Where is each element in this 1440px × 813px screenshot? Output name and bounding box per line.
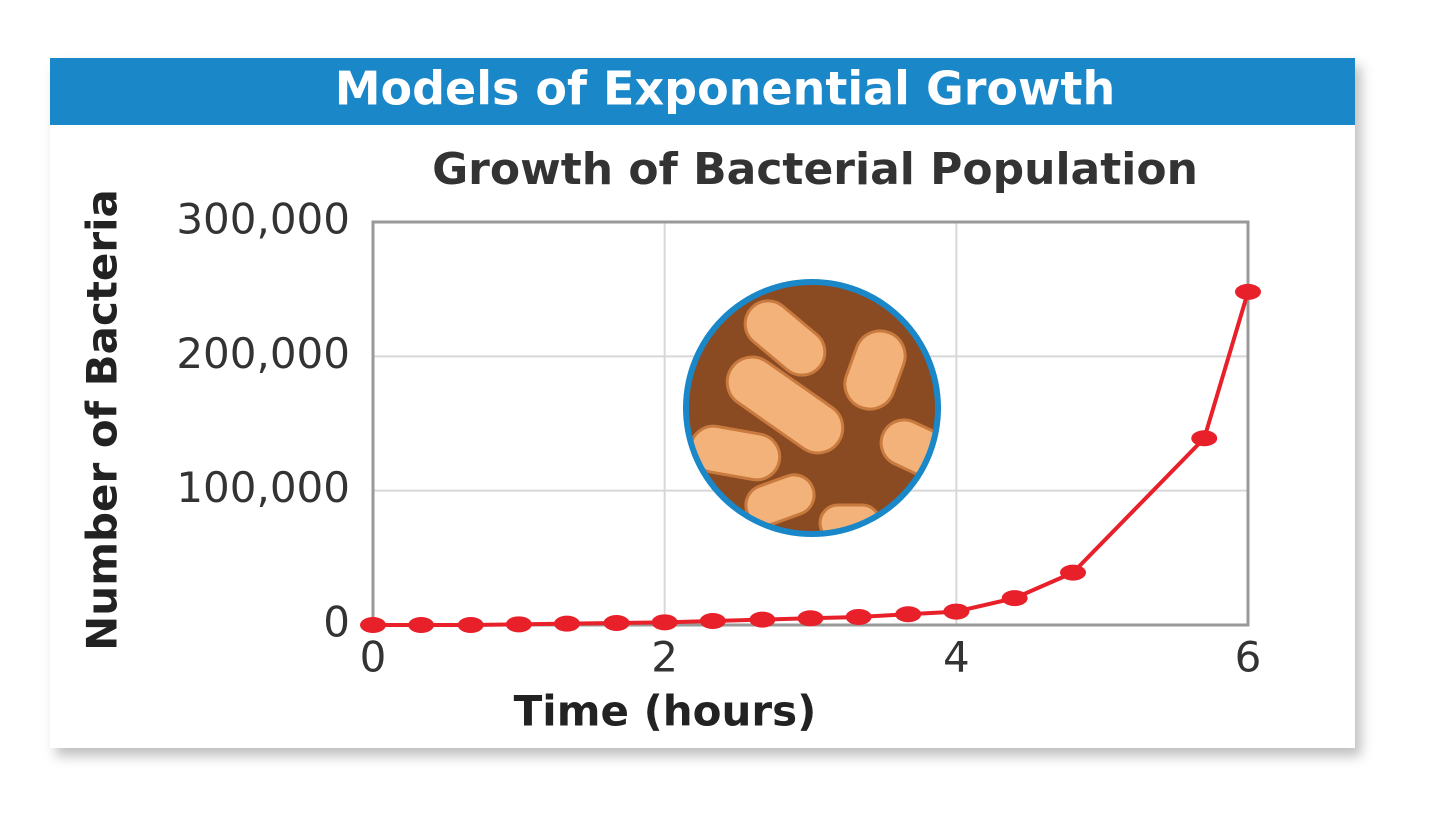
x-tick-label: 2 [651,633,678,682]
y-axis-label: Number of Bacteria [78,189,127,651]
y-tick-label: 200,000 [176,329,350,378]
data-point [408,617,435,633]
data-point [1001,590,1028,607]
x-tick-label: 0 [360,633,387,682]
y-tick-label: 100,000 [176,463,350,512]
data-point [845,608,872,625]
data-point [553,615,580,632]
data-point [749,611,776,628]
header-title: Models of Exponential Growth [335,62,1115,116]
data-point [1191,430,1218,447]
chart-title: Growth of Bacterial Population [432,144,1198,195]
data-point [457,617,484,633]
y-tick-label: 300,000 [176,195,350,244]
bacteria-photo [683,279,941,537]
data-point [699,612,726,629]
data-point [505,616,532,633]
data-point [797,610,824,627]
header-bar [50,58,1355,125]
data-point [1060,564,1086,581]
data-point [895,606,922,623]
data-point [651,614,678,631]
x-tick-label: 6 [1235,633,1262,682]
x-axis-label: Time (hours) [514,687,817,736]
data-point [360,617,386,633]
data-point [943,603,970,620]
x-tick-label: 4 [943,633,970,682]
y-tick-label: 0 [323,598,350,647]
data-point [603,614,630,631]
data-point [1235,283,1261,300]
